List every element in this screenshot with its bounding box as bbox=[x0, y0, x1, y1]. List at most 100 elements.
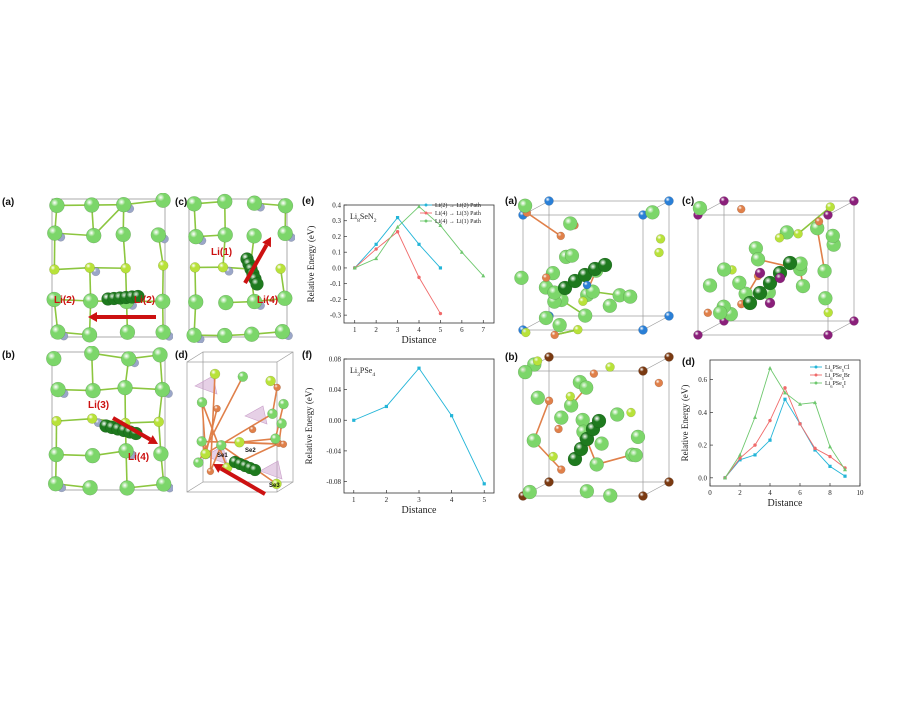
bond bbox=[201, 402, 207, 455]
data-point bbox=[395, 230, 400, 234]
atom-sphere bbox=[237, 371, 249, 382]
atom-sphere bbox=[712, 305, 728, 320]
data-point bbox=[828, 454, 832, 459]
crystal-structure-b: Li(3) Li(4) bbox=[46, 345, 175, 496]
atom-sphere bbox=[530, 390, 546, 406]
x-tick-label: 10 bbox=[857, 489, 865, 497]
halide-atom bbox=[544, 352, 554, 362]
lithium-atom bbox=[155, 324, 171, 340]
lithium-atom bbox=[86, 413, 98, 424]
data-point bbox=[783, 397, 787, 401]
y-tick-label: 0.1 bbox=[332, 249, 341, 257]
x-tick-label: 6 bbox=[460, 326, 464, 334]
atom-sphere bbox=[517, 198, 533, 213]
data-point bbox=[753, 443, 757, 447]
atom-sphere bbox=[276, 418, 287, 429]
x-tick-label: 8 bbox=[828, 489, 832, 497]
data-point bbox=[438, 266, 443, 270]
lithium-atom bbox=[277, 290, 293, 306]
lithium-atom bbox=[84, 262, 95, 273]
lithium-atom bbox=[46, 350, 62, 367]
y-axis-label: Relative Energy (eV) bbox=[304, 388, 314, 465]
atom-sphere bbox=[541, 273, 551, 282]
legend-entry: Li6PSe5Cl bbox=[825, 365, 850, 373]
atom-sphere bbox=[538, 310, 554, 326]
data-point bbox=[384, 404, 388, 409]
halide-atom bbox=[849, 316, 859, 326]
arrow-head bbox=[262, 237, 271, 248]
legend-entry: Li6PSe5Br bbox=[825, 373, 850, 381]
data-point bbox=[828, 464, 832, 468]
atom-sphere bbox=[514, 270, 529, 286]
panel-label: (e) bbox=[302, 196, 315, 207]
data-point bbox=[723, 475, 727, 480]
atom-sphere bbox=[521, 327, 531, 338]
x-tick-label: 6 bbox=[798, 489, 802, 497]
panel-label: (d) bbox=[175, 350, 188, 361]
data-point bbox=[374, 247, 378, 251]
lithium-atom bbox=[246, 293, 263, 310]
lithium-atom bbox=[85, 382, 101, 399]
halide-atom bbox=[693, 330, 703, 340]
x-tick-label: 3 bbox=[417, 496, 421, 504]
halide-atom bbox=[849, 196, 859, 206]
cell-edge bbox=[642, 315, 670, 331]
data-point bbox=[352, 265, 357, 270]
atom-sphere bbox=[573, 324, 583, 335]
atom-sphere bbox=[279, 440, 288, 448]
atom-sphere bbox=[589, 457, 604, 472]
atom-sphere bbox=[209, 368, 221, 380]
atom-sphere bbox=[267, 408, 278, 419]
lithium-atom bbox=[246, 228, 262, 244]
panel-label: (c) bbox=[175, 197, 188, 208]
panel-right-b: (b) bbox=[505, 349, 675, 514]
crystal-structure-br bbox=[517, 352, 674, 503]
atom-sphere bbox=[548, 451, 558, 462]
atom-label: Se1 bbox=[217, 453, 228, 459]
atom-sphere bbox=[628, 447, 643, 463]
data-point bbox=[783, 386, 787, 390]
lithium-atom bbox=[188, 228, 204, 245]
migrating-li-atom bbox=[782, 255, 798, 271]
data-point bbox=[395, 215, 400, 220]
x-tick-label: 1 bbox=[352, 496, 356, 504]
data-point bbox=[813, 400, 817, 405]
legend-marker bbox=[814, 381, 818, 385]
halide-atom bbox=[754, 267, 766, 279]
halide-atom bbox=[582, 280, 592, 290]
crystal-structure-c: Li(1) Li(4) bbox=[186, 193, 296, 344]
atom-sphere bbox=[563, 216, 578, 231]
compound-annotation: Li3PSe4 bbox=[350, 366, 375, 378]
bond bbox=[209, 373, 216, 472]
lithium-atom bbox=[50, 381, 66, 398]
bond bbox=[797, 206, 831, 235]
atom-label: Li(4) bbox=[257, 295, 278, 306]
atom-sphere bbox=[602, 298, 618, 313]
y-axis-label: Relative Energy (eV) bbox=[680, 385, 690, 462]
atom-sphere bbox=[655, 234, 666, 244]
lithium-atom bbox=[277, 198, 294, 214]
arrow-head bbox=[213, 464, 224, 473]
atom-sphere bbox=[270, 433, 281, 444]
data-point bbox=[482, 482, 486, 486]
x-tick-label: 3 bbox=[396, 326, 400, 334]
panel-chart-d: (d) 0 2 4 6 8 10 0.0 0.2 0.4 0.6 Distance Relative … bbox=[680, 355, 870, 525]
atom-sphere bbox=[213, 404, 221, 413]
lithium-atom bbox=[188, 294, 204, 310]
lithium-atom bbox=[82, 293, 99, 309]
atom-sphere bbox=[795, 278, 811, 294]
atom-sphere bbox=[544, 396, 554, 405]
atom-sphere bbox=[196, 436, 207, 447]
atom-sphere bbox=[556, 231, 565, 241]
x-tick-label: 2 bbox=[374, 326, 378, 334]
migrating-li-atom bbox=[597, 257, 613, 273]
crystal-structure-a: Li(2) Li(2) bbox=[46, 192, 174, 343]
compound-annotation: Li8SeN2 bbox=[350, 212, 377, 224]
lithium-atom bbox=[217, 193, 233, 210]
atom-sphere bbox=[265, 375, 276, 387]
atom-sphere bbox=[702, 278, 718, 293]
atom-sphere bbox=[550, 330, 559, 340]
atom-sphere bbox=[732, 275, 747, 290]
lithium-atom bbox=[84, 345, 100, 361]
crystal-structure-d: Se1 Se2 Se3 bbox=[186, 351, 294, 496]
